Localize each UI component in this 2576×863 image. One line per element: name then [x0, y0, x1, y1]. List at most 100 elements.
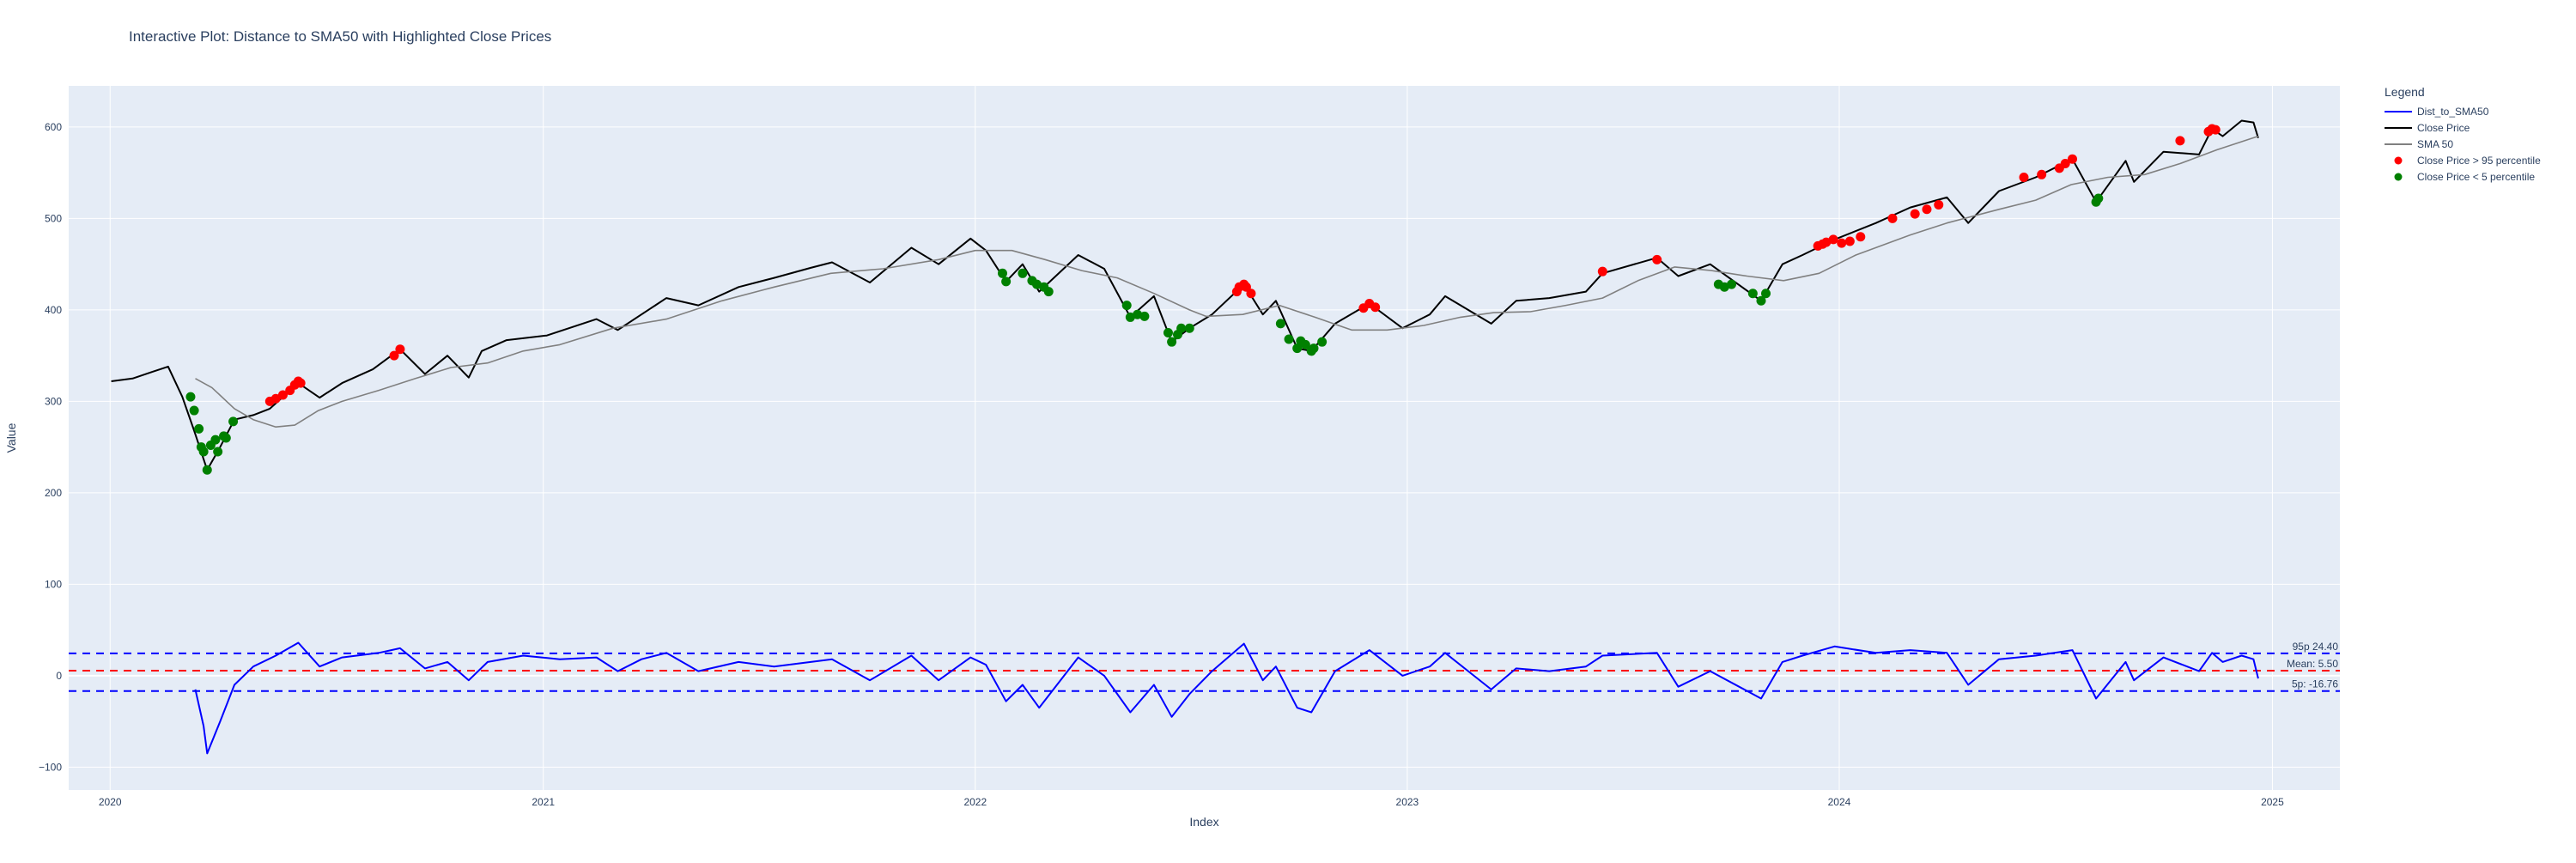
- y-axis-label: Value: [4, 422, 18, 453]
- data-point: [295, 378, 306, 388]
- reference-line-label: 95p 24.40: [2293, 641, 2339, 653]
- legend-marker: [2394, 173, 2403, 181]
- data-point: [210, 435, 221, 445]
- data-point: [389, 350, 399, 361]
- data-point: [228, 416, 239, 427]
- y-tick-label: 300: [45, 395, 62, 407]
- data-point: [1910, 209, 1920, 219]
- data-point: [198, 447, 209, 457]
- data-point: [1309, 343, 1319, 354]
- data-point: [1284, 334, 1294, 344]
- data-point: [1747, 289, 1758, 299]
- data-point: [2060, 159, 2070, 169]
- data-point: [1031, 279, 1042, 289]
- data-point: [1176, 323, 1187, 333]
- data-point: [1837, 238, 1847, 248]
- data-point: [194, 423, 204, 434]
- chart-title: Interactive Plot: Distance to SMA50 with…: [129, 28, 551, 45]
- series-line-close-price: [111, 119, 2259, 471]
- data-point: [1922, 204, 1932, 215]
- axis-ticks: 2020 2021 2022 2023 2024 2025 −100 0 100 200 300 40…: [39, 121, 2284, 808]
- legend-label: SMA 50: [2417, 138, 2453, 150]
- legend-item-close-price-95-percentile[interactable]: Close Price > 95 percentile: [2394, 155, 2542, 167]
- data-point: [1821, 237, 1832, 247]
- data-point: [1934, 199, 1944, 210]
- data-point: [1001, 277, 1012, 287]
- data-point: [221, 433, 231, 443]
- data-point: [1761, 289, 1771, 299]
- data-point: [1292, 343, 1303, 354]
- data-point: [1719, 282, 1729, 292]
- data-point: [189, 405, 199, 416]
- data-point: [1139, 311, 1150, 321]
- legend-label: Close Price: [2417, 122, 2470, 134]
- x-tick-label: 2024: [1828, 796, 1851, 808]
- data-point: [1043, 287, 1054, 297]
- data-point: [1184, 323, 1194, 333]
- data-point: [1163, 328, 1173, 338]
- series-layer: [111, 119, 2259, 755]
- x-tick-label: 2023: [1396, 796, 1419, 808]
- data-point: [1370, 302, 1381, 313]
- reference-lines: 95p 24.40 Mean: 5.50 5p: -16.76: [69, 641, 2340, 692]
- data-point: [1121, 301, 1132, 311]
- data-point: [1018, 268, 1028, 278]
- data-point: [1317, 337, 1327, 347]
- data-point: [1246, 289, 1256, 299]
- series-close-price-95-percentile: [264, 124, 2221, 406]
- y-tick-label: −100: [39, 761, 62, 773]
- data-point: [213, 447, 223, 457]
- data-point: [1597, 266, 1607, 277]
- y-tick-label: 200: [45, 487, 62, 499]
- series-close-price-5-percentile: [185, 193, 2104, 475]
- data-point: [1275, 319, 1285, 329]
- plot-area: [69, 86, 2340, 790]
- data-point: [395, 344, 405, 355]
- data-point: [1125, 312, 1135, 322]
- y-tick-label: 100: [45, 578, 62, 590]
- data-point: [1856, 232, 1866, 242]
- x-tick-label: 2021: [532, 796, 555, 808]
- x-tick-label: 2025: [2261, 796, 2284, 808]
- data-point: [2093, 193, 2104, 204]
- legend-label: Dist_to_SMA50: [2417, 106, 2489, 118]
- data-point: [2019, 172, 2029, 182]
- x-tick-label: 2022: [963, 796, 987, 808]
- y-tick-label: 600: [45, 121, 62, 133]
- data-point: [2210, 125, 2221, 135]
- data-point: [277, 390, 288, 400]
- data-point: [1844, 236, 1855, 246]
- reference-line-label: Mean: 5.50: [2287, 658, 2338, 670]
- data-point: [2175, 136, 2185, 146]
- data-point: [1756, 295, 1766, 306]
- data-point: [2067, 154, 2077, 164]
- y-tick-label: 500: [45, 212, 62, 224]
- data-point: [1300, 339, 1310, 349]
- legend-item-sma-50[interactable]: SMA 50: [2385, 138, 2453, 150]
- legend-marker: [2394, 156, 2403, 165]
- legend-label: Close Price > 95 percentile: [2417, 155, 2541, 167]
- data-point: [2037, 169, 2047, 179]
- reference-line-label: 5p: -16.76: [2292, 678, 2338, 690]
- data-point: [997, 268, 1007, 278]
- data-point: [1828, 234, 1838, 245]
- legend-item-close-price-5-percentile[interactable]: Close Price < 5 percentile: [2394, 171, 2536, 183]
- data-point: [1727, 279, 1737, 289]
- legend-item-close-price[interactable]: Close Price: [2385, 122, 2470, 134]
- legend-item-dist-to-sma50[interactable]: Dist_to_SMA50: [2385, 106, 2489, 118]
- series-line-sma-50: [195, 135, 2259, 428]
- legend-title: Legend: [2385, 85, 2425, 99]
- data-point: [1887, 213, 1898, 223]
- y-tick-label: 0: [56, 670, 62, 682]
- x-tick-label: 2020: [99, 796, 122, 808]
- data-point: [270, 393, 281, 404]
- data-point: [1167, 337, 1177, 347]
- data-point: [1133, 309, 1143, 319]
- y-tick-label: 400: [45, 304, 62, 316]
- data-point: [202, 465, 212, 475]
- legend[interactable]: Legend Dist_to_SMA50 Close Price SMA 50 Clo…: [2385, 85, 2541, 183]
- x-axis-label: Index: [1189, 815, 1218, 829]
- series-line-dist-to-sma50: [194, 641, 2259, 755]
